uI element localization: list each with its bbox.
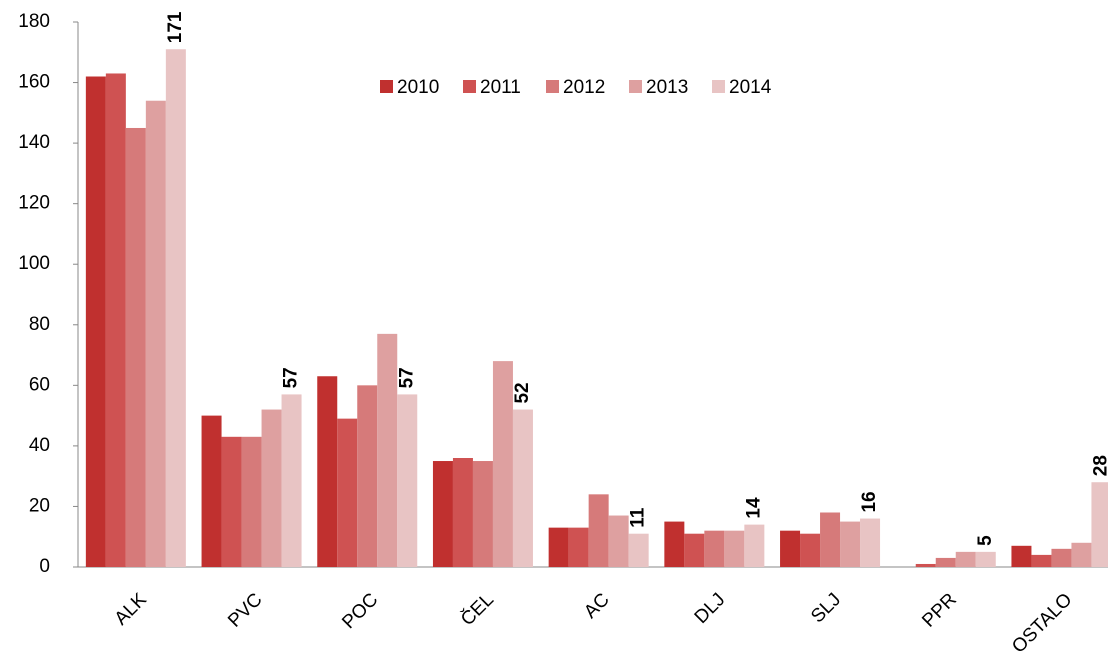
bar	[704, 530, 725, 567]
y-tick-label: 180	[18, 11, 50, 32]
bar	[588, 494, 609, 567]
bar	[432, 461, 453, 567]
x-tick-label: SLJ	[807, 589, 845, 627]
data-label: 5	[975, 535, 996, 546]
bar	[337, 418, 358, 567]
bar	[1011, 545, 1032, 567]
legend-label: 2011	[480, 77, 521, 98]
legend-label: 2013	[646, 77, 688, 98]
bar	[357, 385, 378, 567]
legend-swatch	[546, 80, 559, 93]
bar	[780, 530, 801, 567]
x-tick-label: DLJ	[691, 589, 730, 628]
bar	[377, 333, 398, 567]
legend-label: 2014	[729, 77, 772, 98]
bar	[568, 527, 589, 567]
legend-swatch	[380, 80, 393, 93]
x-tick-label: AC	[580, 589, 614, 623]
data-label: 57	[396, 367, 417, 388]
bar	[1051, 548, 1072, 567]
data-label: 14	[743, 497, 764, 519]
bar	[664, 521, 685, 567]
bar	[221, 436, 242, 567]
x-tick-label: POC	[338, 589, 382, 633]
bar	[281, 394, 302, 567]
y-tick-label: 160	[18, 72, 50, 93]
data-label: 171	[165, 11, 186, 43]
data-label: 52	[512, 382, 533, 403]
y-tick-label: 100	[18, 253, 50, 274]
y-tick-label: 80	[29, 314, 50, 335]
bar	[472, 461, 493, 567]
bar	[915, 563, 936, 567]
bar	[85, 76, 106, 567]
y-tick-label: 60	[29, 374, 50, 395]
bar	[975, 551, 996, 567]
bar	[608, 515, 629, 567]
bar	[1071, 542, 1092, 567]
bar	[452, 458, 473, 567]
bar	[241, 436, 262, 567]
bar	[744, 524, 765, 567]
bar	[261, 409, 282, 567]
y-tick-label: 40	[29, 435, 50, 456]
bar	[105, 73, 126, 567]
legend-label: 2010	[397, 77, 439, 98]
x-tick-label: PPR	[918, 589, 960, 631]
data-label: 16	[859, 491, 880, 512]
bar	[548, 527, 569, 567]
bar	[397, 394, 418, 567]
y-tick-label: 140	[18, 132, 50, 153]
data-label: 28	[1090, 455, 1108, 476]
legend-swatch	[463, 80, 476, 93]
y-tick-label: 0	[39, 556, 50, 577]
bar	[492, 361, 513, 567]
data-label: 57	[281, 367, 302, 388]
bar	[955, 551, 976, 567]
bar	[800, 533, 821, 567]
y-tick-label: 20	[29, 495, 50, 516]
legend-label: 2012	[563, 77, 605, 98]
bar	[317, 376, 338, 567]
bar	[1031, 554, 1052, 567]
bar	[1091, 482, 1108, 567]
bar	[145, 100, 166, 567]
x-tick-label: OSTALO	[1008, 589, 1076, 657]
bar	[820, 512, 841, 567]
bar	[201, 415, 222, 567]
x-tick-label: PVC	[224, 589, 266, 631]
legend-swatch	[629, 80, 642, 93]
x-tick-label: ALK	[111, 589, 151, 629]
bar	[684, 533, 705, 567]
bar	[840, 521, 861, 567]
legend-swatch	[712, 80, 725, 93]
bar	[628, 533, 649, 567]
bar	[860, 518, 881, 567]
bar	[512, 409, 533, 567]
y-tick-label: 120	[18, 193, 50, 214]
bar	[125, 127, 146, 567]
bar	[165, 49, 186, 567]
bar	[724, 530, 745, 567]
bar	[935, 557, 956, 567]
x-tick-label: ČEL	[456, 589, 498, 631]
data-label: 11	[628, 507, 649, 528]
